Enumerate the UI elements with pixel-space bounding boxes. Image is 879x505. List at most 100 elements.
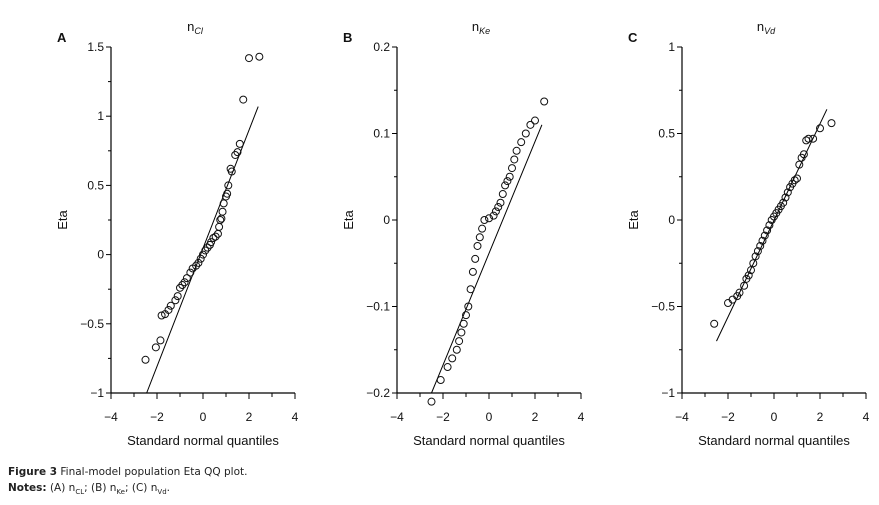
- notes-label: Notes:: [8, 482, 47, 494]
- data-point: [194, 258, 203, 267]
- data-point: [510, 155, 519, 164]
- data-point: [222, 192, 230, 201]
- note-base: n: [150, 482, 158, 494]
- data-point: [753, 247, 762, 256]
- panel-title: nCl: [187, 19, 204, 36]
- data-point: [512, 146, 521, 155]
- y-tick-label: 1: [97, 109, 104, 123]
- data-point: [724, 299, 732, 308]
- data-point: [239, 95, 248, 104]
- data-point: [781, 193, 790, 202]
- data-point: [496, 198, 505, 207]
- title-subscript: Ke: [479, 26, 490, 36]
- data-point: [763, 226, 772, 235]
- data-point: [176, 283, 184, 292]
- x-tick-label: −4: [390, 410, 404, 424]
- data-point: [151, 343, 160, 352]
- data-point: [802, 136, 811, 145]
- x-axis-label: Standard normal quantiles: [127, 433, 279, 448]
- note-sub: Vd: [157, 488, 167, 497]
- data-point: [747, 266, 755, 275]
- data-point: [157, 311, 166, 320]
- data-point: [485, 214, 493, 223]
- x-tick-label: 2: [532, 410, 539, 424]
- data-point: [466, 285, 475, 294]
- y-tick-label: −0.1: [366, 300, 390, 314]
- y-tick-label: 0.5: [87, 178, 104, 192]
- data-point: [217, 214, 226, 223]
- data-point: [494, 203, 503, 212]
- data-point: [480, 216, 489, 224]
- x-tick-label: 2: [817, 410, 824, 424]
- data-point: [457, 328, 466, 337]
- data-point: [760, 231, 769, 240]
- data-point: [215, 222, 224, 231]
- data-point: [173, 292, 182, 301]
- data-point: [744, 271, 753, 280]
- y-tick-label: −0.5: [80, 317, 104, 331]
- x-tick-label: −4: [675, 410, 689, 424]
- data-point: [790, 176, 799, 185]
- panel-label: C: [628, 30, 638, 45]
- figure-label: Figure 3: [8, 466, 58, 478]
- figure-notes: Notes: (A) nCL; (B) nKe; (C) nVd.: [8, 482, 170, 497]
- panel-C: 1 0.5 0 −0.5 −1−4 −2 0 2 4 Standard normal quanti…: [626, 19, 870, 448]
- data-point: [521, 129, 530, 138]
- data-point: [740, 281, 749, 290]
- figure-text: Final-model population Eta QQ plot.: [60, 466, 248, 478]
- data-point: [508, 164, 516, 173]
- panel-B: 0.2 0.1 0 −0.1 −0.2−4 −2 0 2 4 Standard normal qu…: [341, 19, 585, 448]
- y-tick-label: 0.2: [373, 40, 390, 54]
- data-point: [255, 52, 264, 61]
- data-point: [199, 250, 207, 259]
- y-axis-label: Eta: [626, 209, 641, 229]
- data-point: [475, 233, 484, 242]
- data-point: [756, 241, 765, 250]
- x-tick-label: 4: [863, 410, 870, 424]
- data-point: [196, 254, 205, 263]
- data-point: [758, 236, 767, 245]
- data-point: [455, 337, 464, 346]
- y-tick-label: 0.1: [373, 127, 390, 141]
- data-point: [462, 311, 470, 320]
- note-key: (A): [49, 482, 66, 494]
- note-base: n: [109, 482, 117, 494]
- panel-label: A: [57, 30, 67, 45]
- data-point: [166, 301, 175, 310]
- data-point: [443, 363, 452, 372]
- data-point: [156, 336, 165, 345]
- data-point: [186, 268, 195, 277]
- y-axis-label: Eta: [341, 209, 356, 229]
- data-point: [804, 134, 813, 143]
- x-tick-label: 4: [292, 410, 299, 424]
- data-point: [436, 376, 445, 385]
- data-point: [452, 345, 461, 354]
- note-key: (B): [91, 482, 107, 494]
- data-point: [464, 302, 473, 311]
- data-point: [213, 229, 222, 238]
- data-point: [498, 190, 507, 199]
- y-tick-label: 0.5: [658, 127, 675, 141]
- data-point: [218, 207, 227, 216]
- data-point: [471, 254, 480, 263]
- data-point: [799, 150, 808, 159]
- y-tick-label: 1: [668, 40, 675, 54]
- note-base: n: [68, 482, 76, 494]
- y-tick-label: −0.2: [366, 386, 390, 400]
- data-point: [226, 164, 235, 173]
- panel-A: 1.5 1 0.5 0 −0.5 −1−4 −2 0 2 4 Standard normal qua…: [55, 19, 299, 448]
- x-axis-label: Standard normal quantiles: [413, 433, 565, 448]
- data-point: [478, 224, 487, 233]
- title-base: n: [757, 19, 764, 34]
- y-tick-label: 0: [383, 213, 390, 227]
- data-point: [245, 54, 253, 63]
- y-tick-label: 0: [97, 248, 104, 262]
- title-subscript: Cl: [194, 26, 203, 36]
- y-tick-label: 1.5: [87, 40, 104, 54]
- data-point: [749, 259, 758, 268]
- data-point: [188, 264, 197, 273]
- data-point: [816, 124, 824, 133]
- data-point: [531, 116, 539, 125]
- x-tick-label: −2: [150, 410, 164, 424]
